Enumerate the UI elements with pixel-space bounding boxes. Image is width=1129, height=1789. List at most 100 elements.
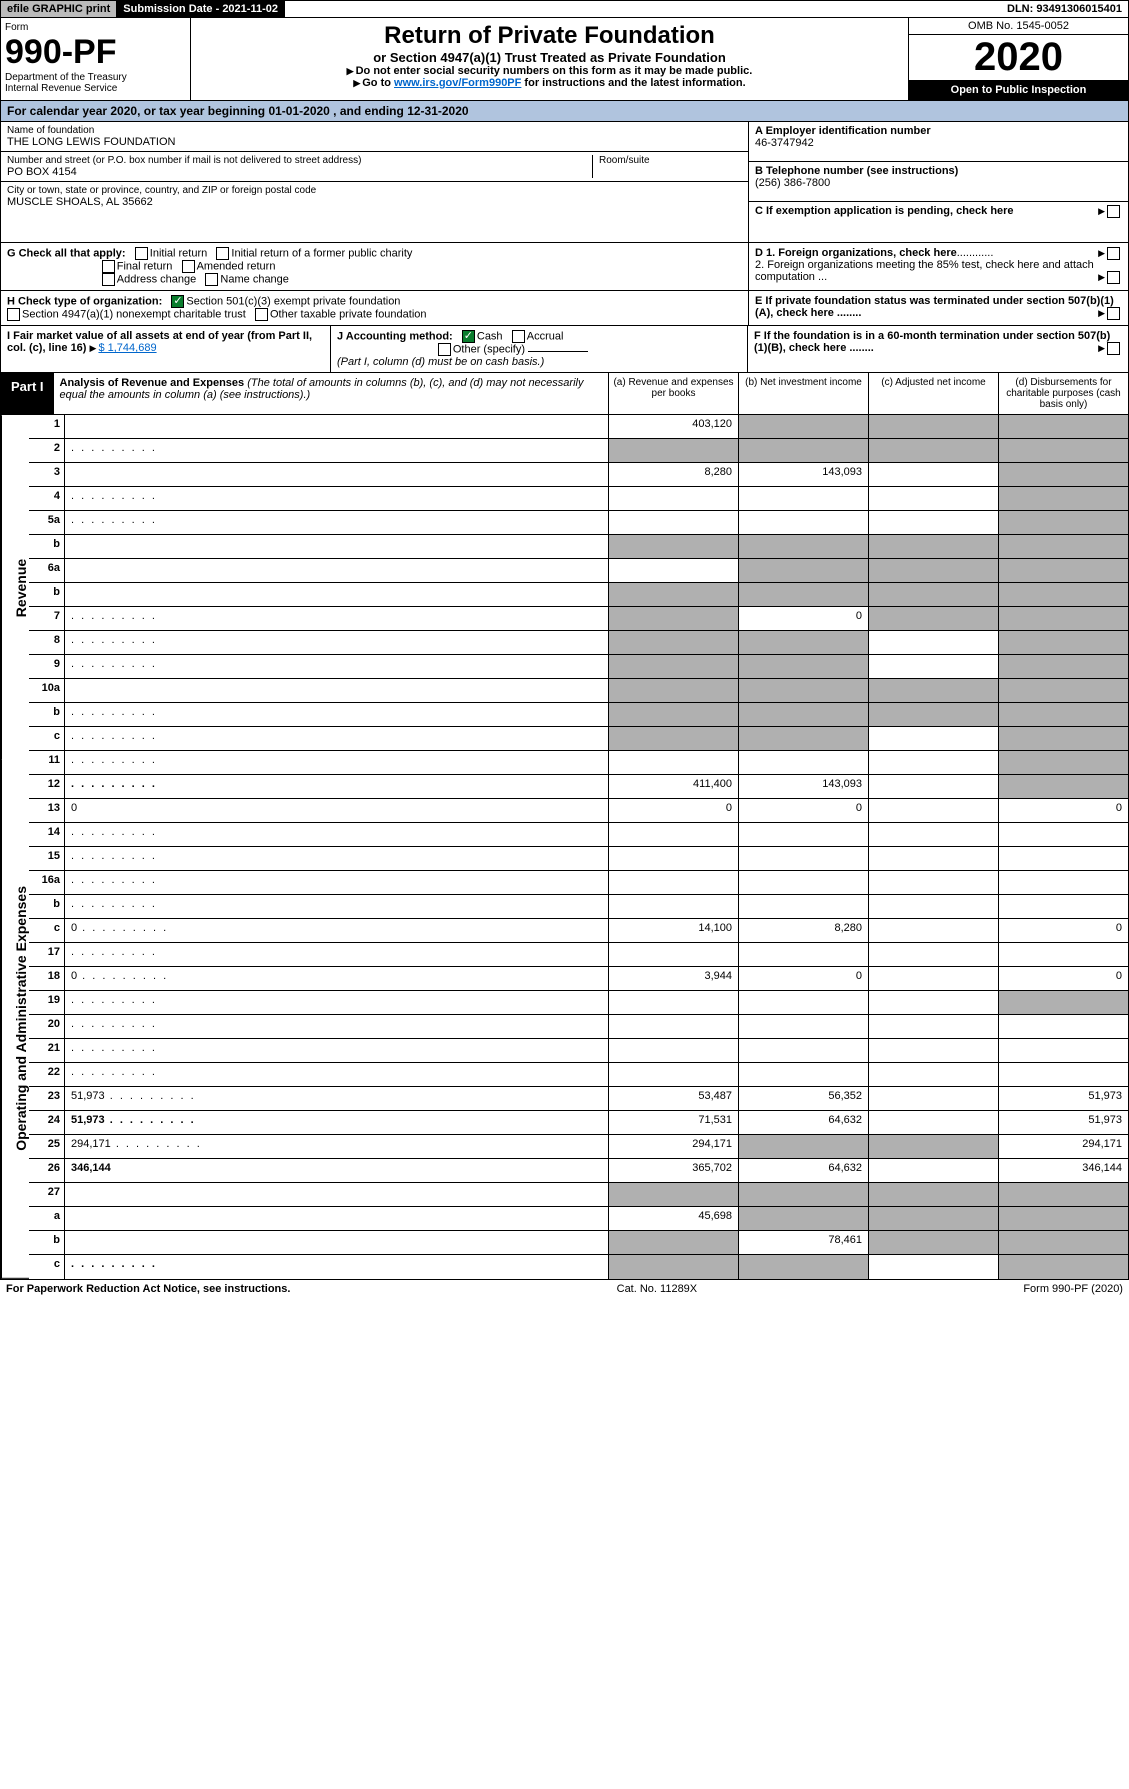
top-bar: efile GRAPHIC print Submission Date - 20… (0, 0, 1129, 18)
lineno-5a: 5a (29, 511, 65, 534)
omb-number: OMB No. 1545-0052 (909, 18, 1128, 35)
other-specify-input[interactable] (528, 351, 588, 352)
col-d-23: 51,973 (998, 1087, 1128, 1110)
col-d-13: 0 (998, 799, 1128, 822)
line-5b: b (29, 535, 1128, 559)
col-c-8 (868, 631, 998, 654)
linedesc-27c (65, 1255, 608, 1279)
h-label: H Check type of organization: (7, 295, 162, 307)
col-b-25 (738, 1135, 868, 1158)
lineno-27b: b (29, 1231, 65, 1254)
col-d-5b (998, 535, 1128, 558)
linedesc-21 (65, 1039, 608, 1062)
chk-other-tax[interactable] (255, 308, 268, 321)
part1-header: Part I Analysis of Revenue and Expenses … (0, 373, 1129, 415)
col-c-15 (868, 847, 998, 870)
line-19: 19 (29, 991, 1128, 1015)
col-c-12 (868, 775, 998, 798)
dept: Department of the Treasury (5, 72, 186, 83)
lineno-11: 11 (29, 751, 65, 774)
col-a-2 (608, 439, 738, 462)
f-label: F If the foundation is in a 60-month ter… (754, 330, 1110, 354)
fmv-value[interactable]: $ 1,744,689 (98, 342, 156, 354)
line-5a: 5a (29, 511, 1128, 535)
vtab-revenue: Revenue (1, 415, 29, 760)
lbl-amended: Amended return (197, 260, 276, 272)
col-a-17 (608, 943, 738, 966)
chk-initial-former[interactable] (216, 247, 229, 260)
col-b-14 (738, 823, 868, 846)
chk-f[interactable] (1107, 342, 1120, 355)
efile-print-button[interactable]: efile GRAPHIC print (1, 1, 117, 17)
street-label: Number and street (or P.O. box number if… (7, 155, 592, 166)
lineno-16c: c (29, 919, 65, 942)
col-d-18: 0 (998, 967, 1128, 990)
col-b-12: 143,093 (738, 775, 868, 798)
instr-link-row: Go to www.irs.gov/Form990PF for instruct… (195, 77, 904, 89)
col-c-2 (868, 439, 998, 462)
lineno-16b: b (29, 895, 65, 918)
chk-accrual[interactable] (512, 330, 525, 343)
chk-namechg[interactable] (205, 273, 218, 286)
chk-cash[interactable] (462, 330, 475, 343)
col-b-18: 0 (738, 967, 868, 990)
col-a-4 (608, 487, 738, 510)
col-c-24 (868, 1111, 998, 1134)
col-d-10c (998, 727, 1128, 750)
irs: Internal Revenue Service (5, 83, 186, 94)
col-b-9 (738, 655, 868, 678)
lbl-accrual: Accrual (527, 330, 564, 342)
line-17: 17 (29, 943, 1128, 967)
linedesc-10a (65, 679, 608, 702)
col-b-20 (738, 1015, 868, 1038)
col-b-16c: 8,280 (738, 919, 868, 942)
col-d-6b (998, 583, 1128, 606)
lineno-17: 17 (29, 943, 65, 966)
col-a-11 (608, 751, 738, 774)
chk-d1[interactable] (1107, 247, 1120, 260)
col-b-2 (738, 439, 868, 462)
col-c-10c (868, 727, 998, 750)
col-a-24: 71,531 (608, 1111, 738, 1134)
col-d-5a (998, 511, 1128, 534)
chk-amended[interactable] (182, 260, 195, 273)
linedesc-25: 294,171 (65, 1135, 608, 1158)
lineno-23: 23 (29, 1087, 65, 1110)
line-27c: c (29, 1255, 1128, 1279)
ein: 46-3747942 (755, 137, 1122, 149)
chk-501c3[interactable] (171, 295, 184, 308)
chk-4947[interactable] (7, 308, 20, 321)
col-d-12 (998, 775, 1128, 798)
cal-begin: 01-01-2020 (268, 104, 329, 118)
linedesc-7 (65, 607, 608, 630)
col-b-3: 143,093 (738, 463, 868, 486)
chk-addr[interactable] (102, 273, 115, 286)
chk-e[interactable] (1107, 307, 1120, 320)
page-footer: For Paperwork Reduction Act Notice, see … (0, 1280, 1129, 1298)
lineno-1: 1 (29, 415, 65, 438)
col-d-10b (998, 703, 1128, 726)
col-d-16b (998, 895, 1128, 918)
dln: DLN: 93491306015401 (1001, 1, 1128, 17)
lineno-10a: 10a (29, 679, 65, 702)
form990pf-link[interactable]: www.irs.gov/Form990PF (394, 77, 521, 89)
lbl-initial: Initial return (150, 247, 207, 259)
chk-initial[interactable] (135, 247, 148, 260)
col-c-27 (868, 1183, 998, 1206)
chk-other-acct[interactable] (438, 343, 451, 356)
c-checkbox[interactable] (1107, 205, 1120, 218)
col-c-27b (868, 1231, 998, 1254)
form-title: Return of Private Foundation (195, 22, 904, 50)
chk-d2[interactable] (1107, 271, 1120, 284)
line-14: 14 (29, 823, 1128, 847)
c-label: C If exemption application is pending, c… (755, 205, 1014, 217)
col-b-17 (738, 943, 868, 966)
col-c-27a (868, 1207, 998, 1230)
col-c-3 (868, 463, 998, 486)
form-subtitle: or Section 4947(a)(1) Trust Treated as P… (195, 50, 904, 65)
line-12: 12411,400143,093 (29, 775, 1128, 799)
col-b-5a (738, 511, 868, 534)
chk-final[interactable] (102, 260, 115, 273)
col-a-26: 365,702 (608, 1159, 738, 1182)
col-d-16a (998, 871, 1128, 894)
